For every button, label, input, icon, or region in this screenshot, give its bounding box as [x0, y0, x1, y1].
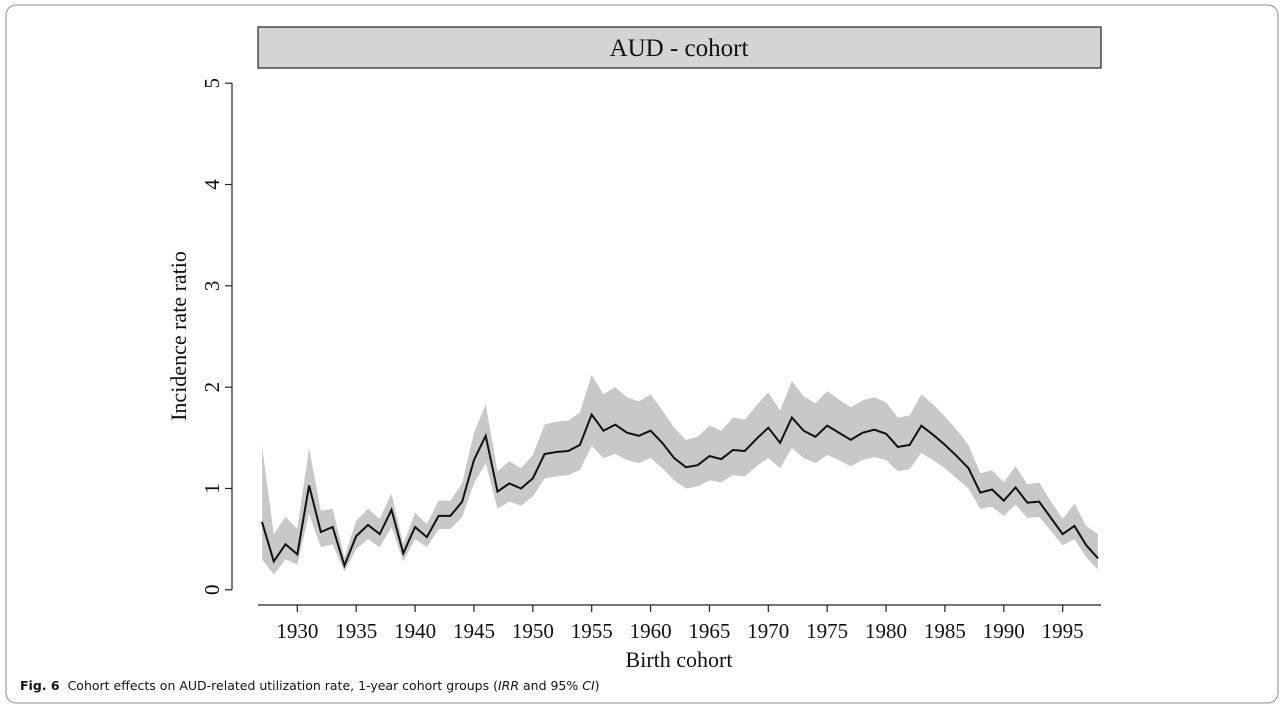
caption-text: and 95%	[519, 678, 583, 693]
y-tick-label: 3	[200, 281, 224, 292]
x-tick-label: 1935	[335, 619, 377, 643]
caption-text: Cohort effects on AUD-related utilizatio…	[67, 678, 498, 693]
y-tick-label: 5	[200, 78, 224, 89]
x-tick-label: 1990	[983, 619, 1025, 643]
caption-text: IRR	[497, 678, 520, 693]
x-tick-label: 1940	[394, 619, 436, 643]
x-tick-label: 1950	[512, 619, 554, 643]
x-tick-label: 1970	[747, 619, 789, 643]
x-tick-label: 1975	[806, 619, 848, 643]
strip	[257, 26, 1102, 69]
caption: Fig. 6 Cohort effects on AUD-related util…	[20, 678, 600, 693]
caption-text: CI	[582, 678, 595, 693]
x-tick-label: 1995	[1042, 619, 1084, 643]
x-tick-label: 1955	[571, 619, 613, 643]
y-tick-label: 0	[200, 585, 224, 596]
frame	[5, 4, 1279, 704]
caption-label: Fig. 6	[20, 678, 60, 693]
x-axis-label: Birth cohort	[626, 647, 733, 672]
irr-line	[261, 412, 1099, 569]
x-tick-label: 1960	[630, 619, 672, 643]
caption-text: )	[594, 678, 600, 693]
y-tick-label: 4	[200, 179, 224, 190]
x-tick-label: 1980	[865, 619, 907, 643]
x-tick-label: 1930	[276, 619, 318, 643]
y-tick-label: 1	[200, 483, 224, 494]
y-axis-label: Incidence rate ratio	[166, 251, 191, 421]
x-tick-label: 1945	[453, 619, 495, 643]
x-tick-label: 1985	[924, 619, 966, 643]
y-tick-label: 2	[200, 382, 224, 393]
x-tick-label: 1965	[688, 619, 730, 643]
ci-band	[262, 375, 1098, 575]
strip-title: AUD - cohort	[610, 35, 749, 62]
